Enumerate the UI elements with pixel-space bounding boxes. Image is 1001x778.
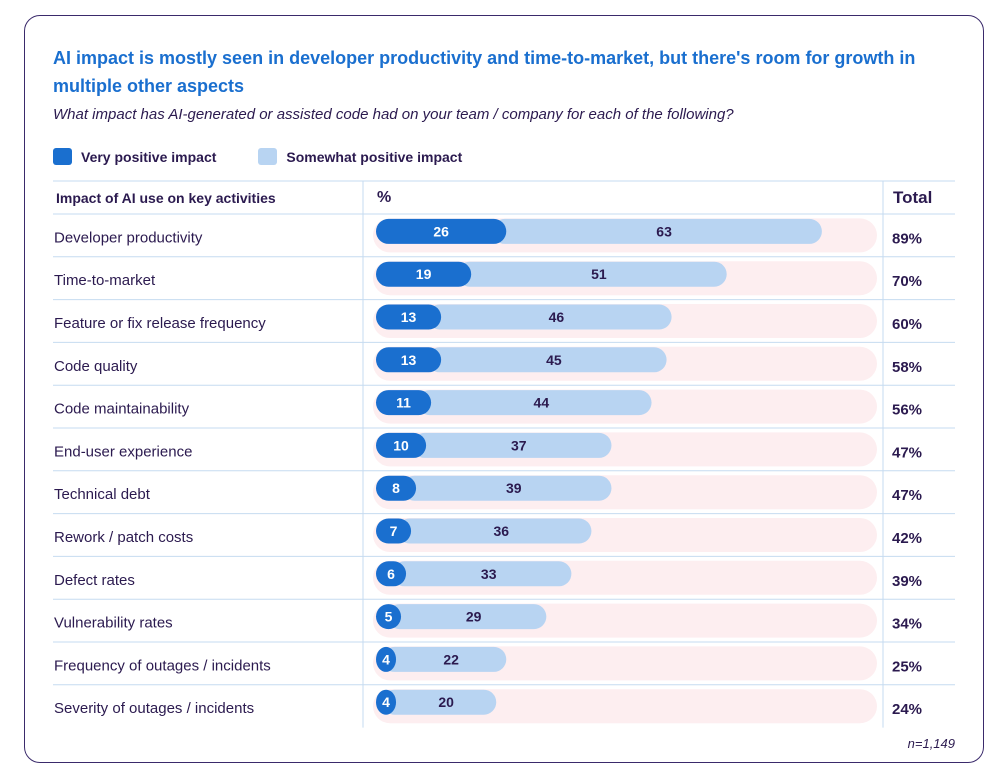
data-label-somewhat-positive: 44 (534, 395, 550, 411)
category-label: Frequency of outages / incidents (54, 657, 271, 674)
data-label-somewhat-positive: 39 (506, 480, 522, 496)
category-label: End-user experience (54, 443, 192, 460)
category-label: Developer productivity (54, 229, 203, 246)
bar-somewhat-positive (492, 218, 822, 244)
chart-subtitle: What impact has AI-generated or assisted… (53, 106, 734, 123)
bar-very-positive (376, 561, 407, 587)
bar-very-positive (376, 261, 472, 287)
category-label: Vulnerability rates (54, 615, 173, 632)
legend-swatch-very-positive (53, 148, 72, 165)
bar-somewhat-positive (382, 646, 507, 672)
legend-item-very-positive: Very positive impact (53, 148, 216, 165)
data-label-very-positive: 19 (416, 266, 432, 282)
category-label: Time-to-market (54, 272, 156, 289)
legend: Very positive impact Somewhat positive i… (53, 148, 504, 165)
category-label: Rework / patch costs (54, 529, 193, 546)
data-label-somewhat-positive: 20 (438, 694, 454, 710)
data-label-very-positive: 7 (390, 523, 398, 539)
bar-somewhat-positive (382, 689, 497, 715)
category-label: Code maintainability (54, 401, 190, 418)
bar-very-positive (376, 347, 442, 373)
bar-somewhat-positive (417, 390, 652, 416)
data-label-somewhat-positive: 33 (481, 566, 497, 582)
total-value: 47% (892, 444, 922, 461)
data-label-very-positive: 13 (401, 309, 417, 325)
bar-somewhat-positive (412, 432, 612, 458)
data-label-very-positive: 4 (382, 651, 390, 667)
legend-item-somewhat-positive: Somewhat positive impact (258, 148, 462, 165)
total-value: 60% (892, 316, 922, 333)
data-label-very-positive: 26 (433, 223, 449, 239)
total-value: 39% (892, 573, 922, 590)
chart-title: AI impact is mostly seen in developer pr… (53, 48, 916, 96)
legend-label-somewhat-positive: Somewhat positive impact (286, 148, 463, 165)
bar-somewhat-positive (397, 518, 592, 544)
category-label: Severity of outages / incidents (54, 700, 254, 717)
bar-somewhat-positive (402, 475, 612, 501)
total-value: 56% (892, 402, 922, 419)
bar-very-positive (376, 432, 427, 458)
data-label-somewhat-positive: 51 (591, 266, 607, 282)
total-value: 34% (892, 616, 922, 633)
category-label: Defect rates (54, 572, 135, 589)
bar-very-positive (376, 604, 402, 630)
data-label-somewhat-positive: 45 (546, 352, 562, 368)
bar-somewhat-positive (457, 261, 727, 287)
column-header-activity: Impact of AI use on key activities (56, 190, 276, 206)
column-header-total: Total (893, 188, 932, 207)
bar-very-positive (376, 218, 507, 244)
bar-very-positive (376, 518, 412, 544)
bar-track (373, 689, 877, 724)
total-value: 42% (892, 530, 922, 547)
category-label: Code quality (54, 358, 138, 375)
total-value: 89% (892, 230, 922, 247)
data-label-somewhat-positive: 37 (511, 437, 527, 453)
data-label-very-positive: 11 (396, 395, 411, 411)
bar-very-positive (376, 304, 442, 330)
total-value: 25% (892, 658, 922, 675)
data-label-somewhat-positive: 29 (466, 609, 482, 625)
data-label-very-positive: 6 (387, 566, 395, 582)
category-label: Feature or fix release frequency (54, 315, 266, 332)
data-label-very-positive: 8 (392, 480, 400, 496)
data-label-somewhat-positive: 46 (549, 309, 565, 325)
bar-very-positive (376, 646, 397, 672)
data-label-somewhat-positive: 63 (656, 223, 672, 239)
total-value: 58% (892, 359, 922, 376)
data-label-very-positive: 13 (401, 352, 417, 368)
bar-very-positive (376, 689, 397, 715)
bar-somewhat-positive (427, 304, 672, 330)
bar-somewhat-positive (427, 347, 667, 373)
data-label-very-positive: 10 (393, 437, 409, 453)
bar-somewhat-positive (392, 561, 572, 587)
data-label-very-positive: 5 (385, 609, 393, 625)
chart-card (24, 15, 984, 763)
total-value: 70% (892, 273, 922, 290)
legend-label-very-positive: Very positive impact (81, 148, 217, 165)
bar-very-positive (376, 475, 417, 501)
data-label-somewhat-positive: 22 (443, 651, 459, 667)
category-label: Technical debt (54, 486, 151, 503)
total-value: 24% (892, 701, 922, 718)
total-value: 47% (892, 487, 922, 504)
column-header-percent: % (377, 189, 391, 206)
bar-very-positive (376, 390, 432, 416)
data-label-very-positive: 4 (382, 694, 390, 710)
sample-size-note: n=1,149 (907, 736, 955, 751)
legend-swatch-somewhat-positive (258, 148, 278, 165)
bar-somewhat-positive (387, 604, 547, 630)
data-label-somewhat-positive: 36 (493, 523, 509, 539)
